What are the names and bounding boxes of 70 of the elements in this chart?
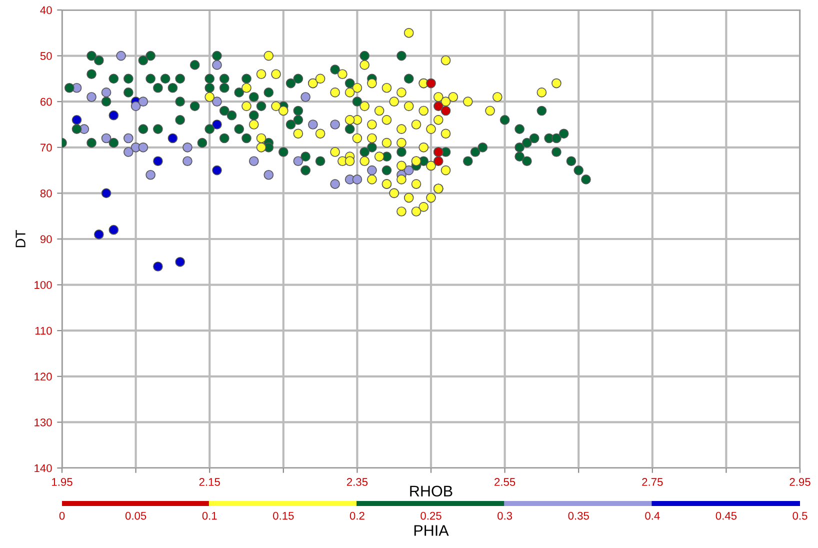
color-bar-title: PHIA (414, 525, 449, 536)
color-bar-label: 0.2 (350, 512, 364, 520)
y-tick-label: 100 (34, 281, 52, 289)
point (153, 156, 163, 166)
point (212, 96, 222, 107)
y-tick-label: 120 (34, 372, 52, 381)
point (138, 142, 148, 152)
y-tick-label: 50 (40, 52, 52, 60)
point (212, 165, 222, 176)
point (433, 156, 444, 166)
point (433, 101, 444, 112)
color-bar-label: 0.35 (568, 512, 589, 520)
point (330, 179, 340, 189)
point (367, 165, 377, 176)
point (72, 115, 82, 125)
point (153, 262, 163, 272)
point (116, 50, 126, 61)
point (101, 188, 112, 198)
color-bar-label: 0.15 (273, 512, 294, 520)
point (101, 133, 112, 144)
x-tick-label: 2.35 (346, 478, 368, 486)
color-bar-label: 0.25 (420, 512, 442, 520)
point (175, 256, 185, 267)
x-tick-label: 2.75 (642, 478, 663, 486)
point (108, 224, 119, 235)
point (248, 156, 259, 166)
point (300, 92, 310, 102)
point (182, 142, 192, 152)
color-bar-label: 0.1 (202, 512, 217, 520)
point (440, 106, 451, 116)
color-bar-label: 0.3 (498, 512, 512, 520)
x-tick-label: 1.95 (52, 478, 72, 486)
point (108, 110, 119, 120)
point (264, 170, 274, 180)
point (426, 78, 436, 88)
y-axis-title: DT (16, 230, 26, 248)
point (308, 120, 318, 130)
point (352, 174, 362, 184)
x-tick-label: 2.55 (494, 478, 516, 486)
point (404, 165, 414, 176)
color-bar-label: 0.5 (792, 512, 808, 520)
point (182, 156, 192, 166)
point (293, 156, 304, 166)
point (86, 92, 96, 102)
color-bar-label: 0 (59, 512, 65, 520)
x-axis-title: RHOB (410, 486, 452, 497)
point (124, 133, 134, 144)
point (212, 60, 222, 70)
y-tick-label: 130 (34, 418, 52, 426)
point (146, 170, 156, 180)
point (330, 120, 340, 130)
y-tick-label: 70 (40, 144, 52, 152)
y-tick-label: 90 (40, 235, 52, 244)
y-tick-label: 110 (35, 326, 52, 335)
color-bar-label: 0.45 (716, 512, 737, 520)
point (138, 96, 148, 107)
point (101, 88, 112, 98)
color-bar-label: 0.4 (645, 512, 660, 520)
y-tick-label: 140 (34, 464, 52, 472)
point (130, 101, 141, 112)
point (124, 147, 134, 157)
x-tick-label: 2.15 (199, 478, 220, 486)
x-tick-label: 2.95 (790, 478, 810, 486)
point (94, 230, 104, 240)
y-tick-label: 40 (40, 6, 52, 14)
color-bar-label: 0.05 (125, 512, 146, 520)
y-tick-label: 80 (40, 189, 52, 198)
y-tick-label: 60 (40, 98, 52, 106)
point (168, 133, 178, 144)
point (212, 120, 222, 130)
